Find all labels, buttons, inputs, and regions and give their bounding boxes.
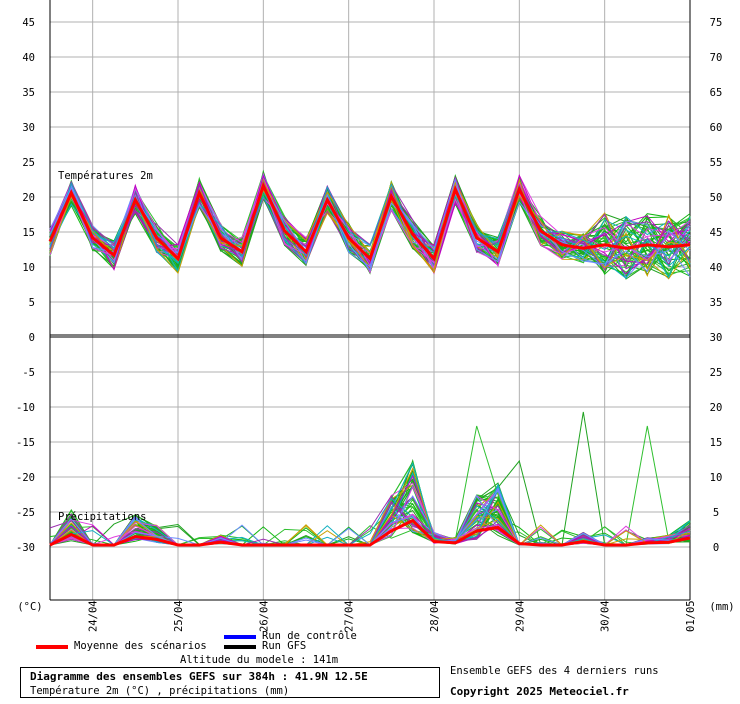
temp-mean-line xyxy=(48,181,691,262)
temp-member-line xyxy=(49,177,691,273)
y-tick-label-right: 35 xyxy=(710,297,723,309)
altitude-note: Altitude du modele : 141m xyxy=(180,654,339,666)
legend-swatch-gfs xyxy=(224,645,256,649)
y-tick-label-right: 30 xyxy=(710,332,723,344)
y-tick-label-right: 0 xyxy=(713,542,719,554)
y-tick-label-left: 5 xyxy=(29,297,35,309)
y-tick-label-right: 55 xyxy=(710,157,723,169)
y-tick-label-left: 0 xyxy=(29,332,35,344)
x-tick-label: 29/04 xyxy=(514,600,526,632)
x-tick-label: 28/04 xyxy=(429,600,441,632)
temp-member-line xyxy=(49,181,691,266)
temp-member-line xyxy=(49,181,691,265)
y-tick-label-left: -25 xyxy=(16,507,35,519)
y-tick-label-left: -10 xyxy=(16,402,35,414)
y-tick-label-left: 45 xyxy=(22,17,35,29)
left-unit-label: (°C) xyxy=(17,601,42,613)
y-tick-label-right: 45 xyxy=(710,227,723,239)
x-tick-label: 01/05 xyxy=(685,600,697,632)
temp-panel-label: Températures 2m xyxy=(58,170,153,182)
y-tick-label-left: 10 xyxy=(22,262,35,274)
x-tick-label: 27/04 xyxy=(344,600,356,632)
y-tick-label-right: 50 xyxy=(710,192,723,204)
y-tick-label-right: 25 xyxy=(710,367,723,379)
y-tick-label-right: 75 xyxy=(710,17,723,29)
ensemble-note: Ensemble GEFS des 4 derniers runs xyxy=(450,665,659,677)
x-tick-label: 24/04 xyxy=(88,600,100,632)
y-tick-label-right: 40 xyxy=(710,262,723,274)
y-tick-label-right: 65 xyxy=(710,87,723,99)
legend-label-mean: Moyenne des scénarios xyxy=(74,640,207,652)
y-tick-label-right: 20 xyxy=(710,402,723,414)
y-tick-label-left: 15 xyxy=(22,227,35,239)
y-tick-label-right: 10 xyxy=(710,472,723,484)
copyright-note: Copyright 2025 Meteociel.fr xyxy=(450,685,629,698)
y-tick-label-left: -5 xyxy=(22,367,35,379)
legend-swatch-mean xyxy=(36,645,68,649)
precip-panel-label: Précipitations xyxy=(58,511,147,523)
chart-info-box: Diagramme des ensembles GEFS sur 384h : … xyxy=(20,667,440,698)
temp-member-line xyxy=(49,181,691,275)
legend-swatch-control xyxy=(224,635,256,639)
y-tick-label-left: -15 xyxy=(16,437,35,449)
precip-member-line xyxy=(49,484,691,546)
y-tick-label-right: 5 xyxy=(713,507,719,519)
y-tick-label-left: 40 xyxy=(22,52,35,64)
x-tick-label: 30/04 xyxy=(600,600,612,632)
temp-member-line xyxy=(49,176,691,277)
right-unit-label: (mm) xyxy=(709,601,734,613)
precip-panel-bg xyxy=(50,338,690,600)
legend-label-gfs: Run GFS xyxy=(262,640,307,652)
x-tick-label: 25/04 xyxy=(173,600,185,632)
y-tick-label-left: 20 xyxy=(22,192,35,204)
chart-title: Diagramme des ensembles GEFS sur 384h : … xyxy=(30,670,368,683)
y-tick-label-left: 25 xyxy=(22,157,35,169)
y-tick-label-right: 70 xyxy=(710,52,723,64)
y-tick-label-left: 35 xyxy=(22,87,35,99)
x-tick-label: 26/04 xyxy=(258,600,270,632)
y-tick-label-left: -20 xyxy=(16,472,35,484)
y-tick-label-right: 60 xyxy=(710,122,723,134)
y-tick-label-left: 30 xyxy=(22,122,35,134)
y-tick-label-right: 15 xyxy=(710,437,723,449)
y-tick-label-left: -30 xyxy=(16,542,35,554)
legend-label-control: Run de contrôle xyxy=(262,630,357,642)
chart-subtitle: Température 2m (°C) , précipitations (mm… xyxy=(30,685,290,697)
temp-panel-bg xyxy=(50,0,690,335)
precip-mean-line xyxy=(49,518,691,547)
